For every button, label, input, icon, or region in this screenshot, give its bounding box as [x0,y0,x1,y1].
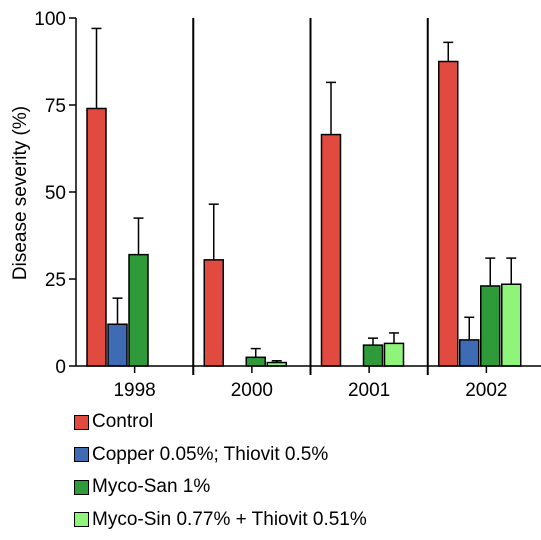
bar [107,323,128,367]
legend-label: Copper 0.05%; Thiovit 0.5% [92,443,329,465]
bar [128,253,149,367]
legend-label: Control [92,411,154,432]
y-tick-label: 50 [45,183,66,204]
bar [362,344,384,367]
legend-swatch [74,512,89,527]
bar [203,259,224,367]
bar [245,356,266,367]
legend-label: Myco-Sin 0.77% + Thiovit 0.51% [92,508,367,530]
legend: Control Copper 0.05%; Thiovit 0.5% Myco-Sa… [74,410,367,540]
bar [383,342,405,367]
bars [86,27,522,367]
bar [86,107,107,367]
bar [459,339,480,367]
x-tick-label: 2002 [465,380,507,401]
y-tick-label: 100 [34,9,66,30]
bar [320,133,342,367]
y-tick-label: 75 [45,96,66,117]
x-tick-label: 1998 [113,380,155,401]
y-axis-label: Disease severity (%) [10,106,31,280]
y-tick-label: 25 [45,270,66,291]
legend-item: Control [74,410,367,434]
legend-item: Copper 0.05%; Thiovit 0.5% [74,443,367,467]
x-tick-label: 2001 [348,380,390,401]
chart: 0 25 50 75 100 1998 2000 2001 2002 Disease sever… [10,9,541,401]
legend-label: Myco-San 1% [92,476,211,497]
legend-item: Myco-Sin 0.77% + Thiovit 0.51% [74,508,367,532]
bar [501,283,522,367]
x-tick-label: 2000 [231,380,273,401]
bar [438,60,459,367]
legend-swatch [74,414,89,430]
legend-swatch [74,479,89,495]
legend-item: Myco-San 1% [74,475,367,499]
legend-swatch [74,447,89,462]
bar [480,285,501,367]
y-tick-label: 0 [55,357,66,378]
axes: 0 25 50 75 100 1998 2000 2001 2002 [34,9,541,401]
